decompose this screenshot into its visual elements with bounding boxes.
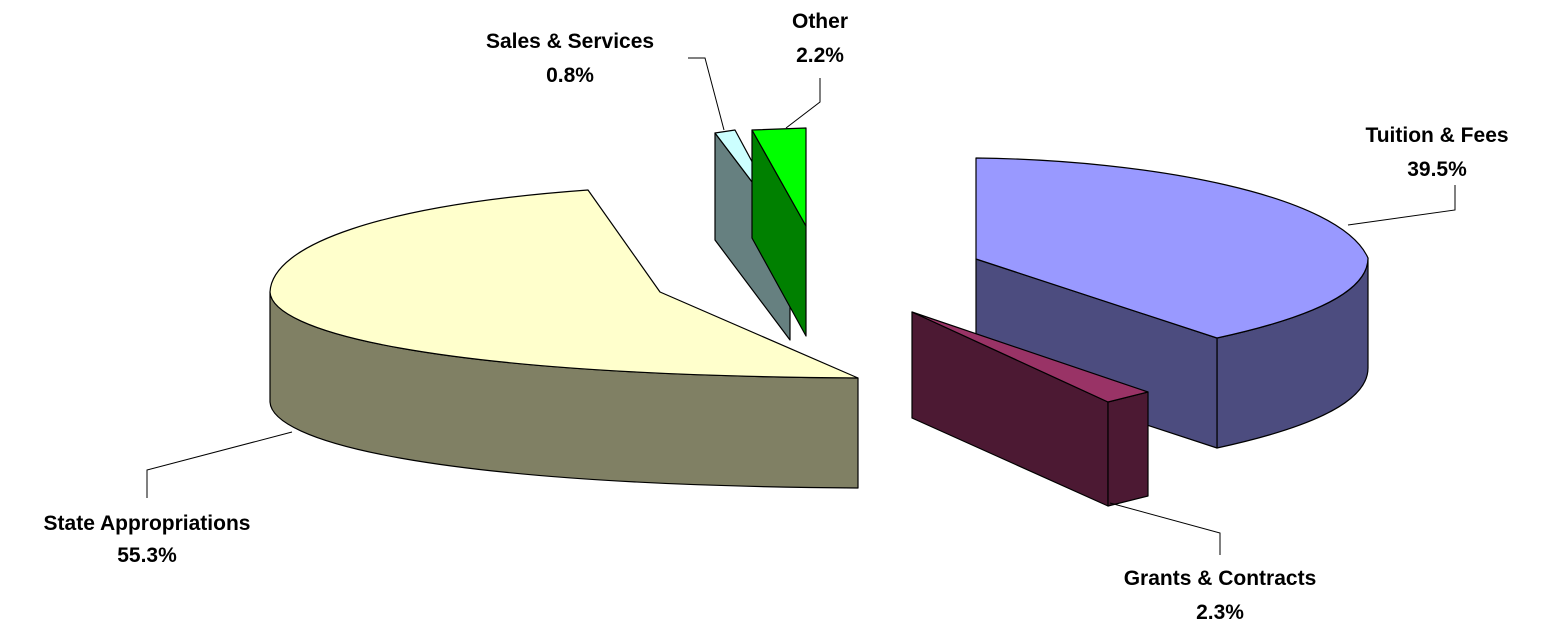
slice-grants-contracts [911,311,1149,507]
label-grants-contracts-name: Grants & Contracts [1124,567,1317,590]
label-tuition-fees-value: 39.5% [1407,158,1467,181]
label-sales-services-name: Sales & Services [486,30,654,53]
leader-line-state-appropriations [146,431,293,498]
slice-grants-contracts-top [911,311,1149,403]
slice-tuition-fees [975,157,1369,449]
leader-line-sales-services [688,57,725,131]
label-other-value: 2.2% [796,44,844,67]
label-state-appropriations-name: State Appropriations [44,512,251,535]
slice-grants-contracts-outer-side [1107,391,1149,507]
label-grants-contracts-value: 2.3% [1196,601,1244,624]
leader-line-tuition-fees [1347,185,1456,226]
leader-line-other [785,78,821,129]
slice-other-top [751,127,807,227]
leader-line-grants-contracts [1109,502,1221,555]
label-sales-services-value: 0.8% [546,64,594,87]
slice-other [751,127,807,337]
slice-tuition-fees-top [975,157,1369,339]
label-state-appropriations-value: 55.3% [117,544,177,567]
label-tuition-fees-name: Tuition & Fees [1365,124,1508,147]
slice-state-appropriations [269,189,859,489]
label-other-name: Other [792,10,848,33]
slice-state-appropriations-top [269,189,859,379]
